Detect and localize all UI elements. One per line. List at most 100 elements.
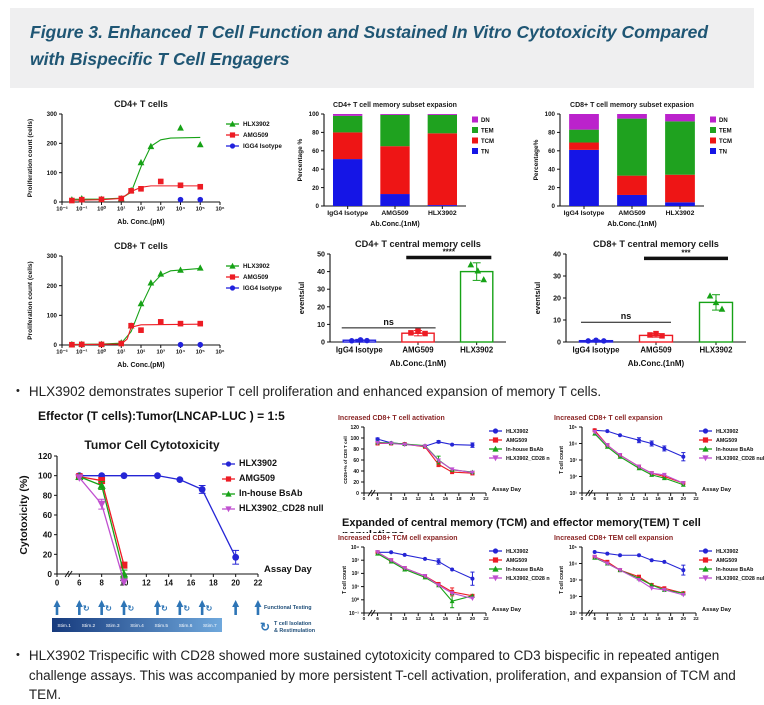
figure-title-banner: Figure 3. Enhanced T Cell Function and S… (10, 8, 754, 88)
svg-text:AMG509: AMG509 (402, 345, 434, 354)
svg-text:10⁻²: 10⁻² (56, 206, 68, 213)
svg-text:TCM: TCM (481, 139, 494, 145)
svg-text:Stim.5: Stim.5 (154, 623, 168, 629)
svg-text:12: 12 (416, 496, 422, 502)
svg-text:10⁵: 10⁵ (196, 207, 205, 213)
svg-text:In-house BsAb: In-house BsAb (239, 488, 303, 498)
svg-text:100: 100 (47, 170, 58, 177)
svg-text:6: 6 (376, 616, 379, 622)
svg-text:Ab.Conc.(1nM): Ab.Conc.(1nM) (370, 221, 419, 228)
svg-text:20: 20 (553, 295, 561, 303)
svg-text:12: 12 (630, 616, 636, 622)
svg-text:12: 12 (142, 578, 151, 587)
chart-cd4-memory-subsets: CD4+ T cell memory subset expasion 0 20 40 6… (288, 98, 520, 238)
svg-text:10: 10 (402, 496, 408, 502)
svg-text:10⁴: 10⁴ (569, 441, 578, 447)
svg-text:Proliferation count (cells): Proliferation count (cells) (27, 261, 34, 339)
svg-text:80: 80 (353, 447, 359, 453)
svg-text:22: 22 (254, 578, 263, 587)
svg-text:100: 100 (545, 111, 556, 118)
svg-text:In-house BsAb: In-house BsAb (716, 567, 754, 573)
svg-text:20: 20 (548, 185, 555, 192)
svg-text:Ab. Conc.(pM): Ab. Conc.(pM) (117, 219, 164, 226)
svg-text:HLX3902: HLX3902 (699, 345, 733, 354)
svg-text:AMG509: AMG509 (716, 438, 737, 444)
svg-text:IGG4 Isotype: IGG4 Isotype (243, 143, 282, 150)
svg-text:Stim.6: Stim.6 (179, 623, 193, 629)
svg-text:8: 8 (99, 578, 104, 587)
svg-text:Ab. Conc.(pM): Ab. Conc.(pM) (117, 362, 164, 369)
svg-text:HLX3902: HLX3902 (666, 210, 695, 217)
svg-text:8: 8 (606, 616, 609, 622)
svg-text:0: 0 (55, 578, 60, 587)
svg-text:In-house BsAb: In-house BsAb (506, 447, 544, 453)
svg-text:T cell count: T cell count (342, 566, 348, 594)
svg-text:80: 80 (43, 490, 53, 500)
svg-text:Percentage %: Percentage % (297, 138, 304, 181)
svg-text:0: 0 (557, 339, 561, 347)
svg-text:IgG4 Isotype: IgG4 Isotype (564, 210, 605, 217)
svg-text:0: 0 (54, 199, 58, 206)
svg-text:10¹: 10¹ (117, 206, 125, 213)
svg-text:10⁰: 10⁰ (351, 598, 359, 604)
svg-text:22: 22 (693, 616, 699, 622)
svg-text:10²: 10² (570, 474, 578, 480)
svg-text:AMG509: AMG509 (618, 210, 645, 217)
svg-text:22: 22 (483, 616, 489, 622)
svg-text:Ab.Conc.(1nM): Ab.Conc.(1nM) (607, 221, 656, 228)
svg-text:18: 18 (456, 616, 462, 622)
svg-text:40: 40 (553, 251, 561, 259)
svg-text:14: 14 (164, 578, 173, 587)
svg-text:10²: 10² (137, 206, 145, 213)
svg-text:TEM: TEM (481, 129, 494, 135)
svg-text:200: 200 (47, 141, 58, 148)
svg-text:8: 8 (390, 616, 393, 622)
svg-text:12: 12 (630, 496, 636, 502)
svg-text:40: 40 (317, 268, 325, 276)
svg-text:Assay Day: Assay Day (492, 607, 522, 613)
svg-text:10: 10 (617, 616, 623, 622)
svg-text:10³: 10³ (352, 558, 360, 564)
svg-text:TN: TN (481, 150, 489, 156)
svg-text:10⁶: 10⁶ (215, 207, 224, 213)
svg-text:18: 18 (456, 496, 462, 502)
svg-text:16: 16 (443, 496, 449, 502)
svg-text:Stim.1: Stim.1 (57, 623, 71, 629)
svg-text:AMG509: AMG509 (506, 558, 527, 564)
svg-text:60: 60 (353, 458, 359, 464)
svg-text:20: 20 (317, 303, 325, 311)
svg-text:Proliferation count (cells): Proliferation count (cells) (27, 119, 34, 197)
svg-text:6: 6 (593, 496, 596, 502)
svg-text:40: 40 (353, 469, 359, 475)
svg-text:CD8+ T cell memory subset expa: CD8+ T cell memory subset expasion (570, 102, 694, 109)
svg-text:6: 6 (77, 578, 82, 587)
svg-text:Increased CD8+ TCM cell expans: Increased CD8+ TCM cell expansion (338, 535, 457, 542)
chart-cd8-tcm-expansion: Increased CD8+ TCM cell expansion 10⁴ 10³ 1… (334, 533, 556, 637)
chart-cd8-central-memory: CD8+ T central memory cells 0 10 20 30 40 even… (520, 238, 762, 378)
svg-text:10²: 10² (137, 349, 145, 356)
svg-text:6: 6 (593, 616, 596, 622)
svg-text:14: 14 (429, 616, 435, 622)
svg-text:T cell Isolation: T cell Isolation (274, 621, 311, 627)
svg-text:IGG4 Isotype: IGG4 Isotype (243, 285, 282, 292)
svg-text:Assay Day: Assay Day (264, 564, 312, 575)
svg-text:10¹: 10¹ (352, 584, 360, 590)
svg-text:200: 200 (47, 283, 58, 290)
svg-text:events/ul: events/ul (297, 282, 306, 315)
svg-text:100: 100 (38, 471, 52, 481)
stimulation-timeline: ↻ ↻ ↻ ↻ ↻ ↻ Stim.1 Stim.2 Stim.3 Stim.4 Stim.5 Stim… (12, 598, 344, 644)
chart-cd8-proliferation: CD8+ T cells 0 100 200 300 Proliferation coun… (14, 236, 316, 380)
svg-text:50: 50 (317, 251, 325, 259)
svg-text:100: 100 (47, 313, 58, 320)
svg-text:10: 10 (402, 616, 408, 622)
bullet-text-cytotoxicity: HLX3902 Trispecific with CD28 showed mor… (28, 648, 736, 703)
svg-text:T cell count: T cell count (559, 446, 565, 474)
svg-text:0: 0 (581, 496, 584, 502)
svg-text:HLX3902: HLX3902 (506, 429, 528, 435)
svg-text:AMG509: AMG509 (640, 345, 672, 354)
bullet-memory-expansion: • HLX3902 demonstrates superior T cell p… (16, 382, 756, 402)
svg-text:60: 60 (312, 148, 319, 155)
svg-text:20: 20 (470, 496, 476, 502)
svg-text:AMG509: AMG509 (243, 274, 269, 281)
svg-text:30: 30 (553, 273, 561, 281)
